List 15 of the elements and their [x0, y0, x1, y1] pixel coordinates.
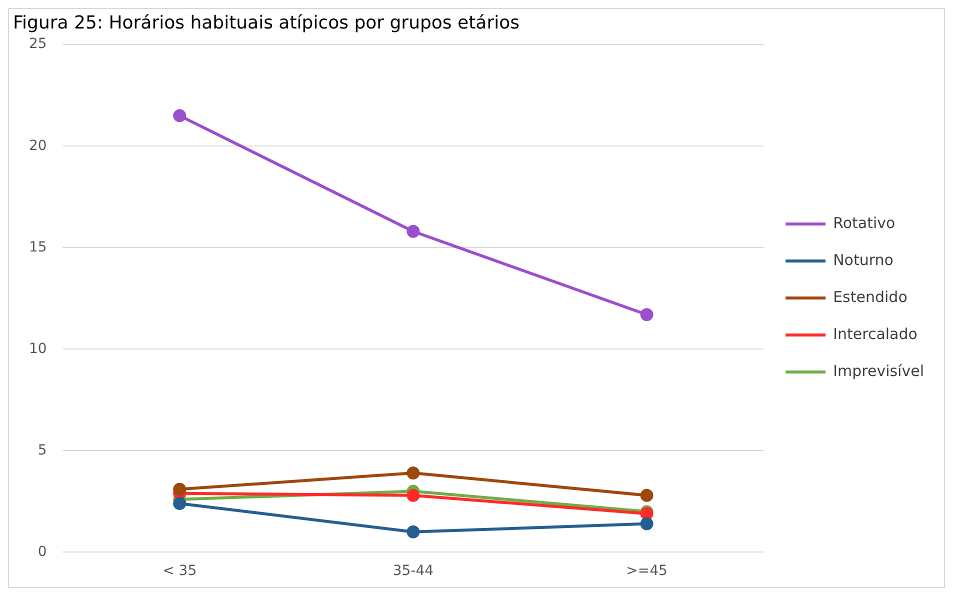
y-tick-label: 10	[28, 340, 47, 357]
y-tick-label: 15	[28, 239, 47, 256]
y-tick-label: 5	[38, 442, 47, 458]
legend-label: Estendido	[833, 288, 908, 306]
y-tick-label: 20	[28, 138, 47, 154]
legend-label: Intercalado	[833, 324, 918, 343]
x-tick-label: >=45	[626, 563, 668, 580]
legend-label: Imprevisível	[833, 362, 924, 380]
chart-title: Figura 25: Horários habituais atípicos por grupos etários	[13, 12, 520, 34]
x-tick-label: < 35	[162, 563, 197, 580]
y-tick-label: 25	[28, 36, 47, 52]
y-tick-label: 0	[38, 544, 47, 560]
x-tick-label: 35-44	[392, 563, 434, 580]
legend-label: Noturno	[833, 250, 894, 269]
legend-label: Rotativo	[833, 214, 896, 232]
